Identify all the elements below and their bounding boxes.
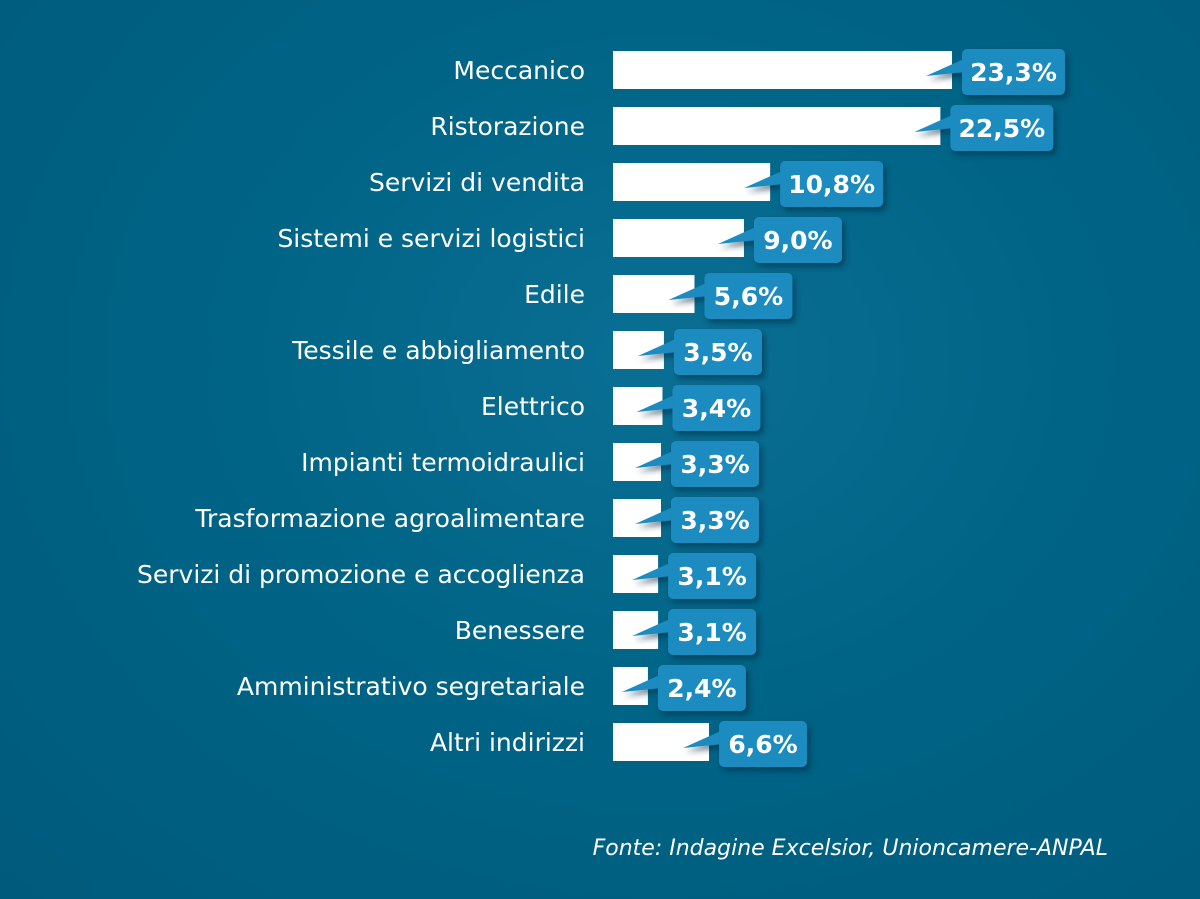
value-labels-layer: 23,3% 22,5% 10,8% 9,0% 5,6% 3,5% 3,4% 3,3% 3,3% 3… — [621, 49, 1066, 767]
callout-pointer — [636, 394, 677, 412]
value-callout — [914, 105, 1054, 151]
category-label: Altri indirizzi — [430, 728, 585, 757]
value-label: 9,0% — [763, 226, 832, 255]
category-label: Impianti termoidraulici — [301, 448, 585, 477]
category-label: Benessere — [455, 616, 585, 645]
value-callout — [635, 441, 760, 487]
category-label: Trasformazione agroalimentare — [194, 504, 585, 533]
value-callout — [683, 721, 808, 767]
value-label: 3,3% — [680, 506, 749, 535]
value-label-box — [668, 609, 757, 655]
value-label-box — [950, 105, 1054, 151]
value-label-box — [673, 329, 762, 375]
value-label-box — [962, 49, 1066, 95]
category-label: Elettrico — [481, 392, 585, 421]
category-label: Tessile e abbigliamento — [291, 336, 585, 365]
value-callout — [637, 329, 762, 375]
value-callout — [926, 49, 1066, 95]
bar — [613, 219, 744, 257]
source-note: Fonte: Indagine Excelsior, Unioncamere-A… — [592, 836, 1108, 861]
value-label: 3,1% — [677, 562, 746, 591]
callout-pointer — [632, 562, 673, 580]
category-label: Sistemi e servizi logistici — [277, 224, 585, 253]
value-label: 23,3% — [970, 58, 1057, 87]
value-label: 10,8% — [788, 170, 875, 199]
value-callout — [632, 553, 757, 599]
callout-pointer — [744, 170, 785, 188]
value-label-box — [668, 553, 757, 599]
callout-pointer — [635, 506, 676, 524]
value-label-box — [719, 721, 808, 767]
value-label-box — [780, 161, 884, 207]
bar — [613, 107, 941, 145]
bar — [613, 275, 695, 313]
value-label: 6,6% — [728, 730, 797, 759]
category-label: Amministrativo segretariale — [237, 672, 585, 701]
callout-pointer — [683, 730, 724, 748]
callout-pointer — [926, 58, 967, 76]
value-callout — [632, 609, 757, 655]
category-labels-layer: Meccanico Ristorazione Servizi di vendita S… — [137, 56, 585, 757]
callout-pointer — [637, 338, 678, 356]
value-label: 3,5% — [683, 338, 752, 367]
value-callout — [668, 273, 793, 319]
value-label: 5,6% — [714, 282, 783, 311]
value-label-box — [672, 385, 761, 431]
callout-pointer — [621, 674, 662, 692]
value-label-box — [671, 497, 760, 543]
value-label-box — [657, 665, 746, 711]
value-label: 2,4% — [667, 674, 736, 703]
callout-pointer — [717, 226, 758, 244]
category-label: Meccanico — [453, 56, 585, 85]
bar — [613, 163, 771, 201]
callout-pointer — [914, 114, 955, 132]
callout-pointer — [635, 450, 676, 468]
value-label-box — [704, 273, 793, 319]
value-label: 3,1% — [677, 618, 746, 647]
value-label: 3,3% — [680, 450, 749, 479]
category-label: Servizi di vendita — [369, 168, 585, 197]
callout-pointer — [632, 618, 673, 636]
value-callout — [635, 497, 760, 543]
value-label-box — [753, 217, 842, 263]
bar — [613, 51, 953, 89]
value-label: 3,4% — [682, 394, 751, 423]
value-callout — [717, 217, 842, 263]
value-callout — [621, 665, 746, 711]
bars-layer — [613, 51, 953, 761]
value-label-box — [671, 441, 760, 487]
category-label: Edile — [524, 280, 585, 309]
bar — [613, 723, 710, 761]
callout-pointer — [668, 282, 709, 300]
value-callout — [636, 385, 761, 431]
value-label: 22,5% — [959, 114, 1046, 143]
value-callout — [744, 161, 884, 207]
category-label: Ristorazione — [430, 112, 585, 141]
category-label: Servizi di promozione e accoglienza — [137, 560, 585, 589]
